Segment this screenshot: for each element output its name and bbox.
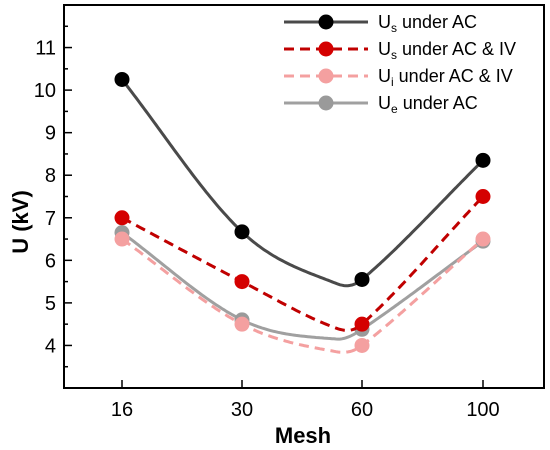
legend-marker [318, 68, 334, 84]
plot-frame [63, 4, 545, 389]
y-axis-title: U (kV) [8, 190, 33, 254]
legend: Us under AC Us under AC & IV Ui under AC &… [284, 12, 516, 116]
legend-marker [318, 14, 334, 30]
y-tick-label: 6 [45, 250, 56, 272]
series-3 [114, 231, 491, 354]
series-line [121, 237, 484, 354]
data-point [234, 316, 250, 332]
data-point [114, 210, 130, 226]
legend-item: Us under AC [284, 12, 477, 35]
series-1 [114, 71, 491, 288]
series-2 [114, 189, 491, 332]
y-tick-label: 4 [45, 335, 56, 357]
data-point [475, 189, 491, 204]
data-point [354, 337, 370, 353]
y-tick-label: 9 [45, 123, 56, 145]
legend-item: Ui under AC & IV [284, 66, 513, 89]
legend-item: Us under AC & IV [284, 39, 516, 62]
series-line [120, 78, 484, 288]
series-line [121, 231, 483, 341]
data-point [114, 231, 130, 247]
x-tick-label: 100 [466, 399, 499, 421]
legend-item: Ue under AC [284, 93, 478, 116]
legend-label: Us under AC & IV [378, 39, 516, 62]
data-point [234, 274, 250, 290]
x-axis-ticks: 16 30 60 100 [111, 380, 500, 421]
legend-marker [318, 41, 334, 57]
legend-label: Us under AC [378, 12, 477, 35]
x-tick-label: 16 [111, 399, 133, 421]
legend-label: Ue under AC [378, 93, 478, 116]
y-tick-label: 8 [45, 165, 56, 187]
legend-label: Ui under AC & IV [378, 66, 513, 89]
x-tick-label: 60 [351, 399, 373, 421]
series-line [121, 196, 484, 332]
y-tick-label: 7 [45, 208, 56, 230]
x-axis-title: Mesh [275, 423, 331, 448]
y-tick-label: 11 [35, 38, 56, 60]
y-tick-label: 10 [34, 80, 56, 102]
data-point [475, 152, 491, 168]
y-axis-ticks: 4 5 6 7 8 9 10 11 [34, 4, 72, 389]
x-tick-label: 30 [231, 399, 253, 421]
series-layer [114, 71, 491, 354]
data-point [354, 316, 370, 332]
data-point [114, 71, 130, 87]
legend-marker [318, 95, 334, 111]
data-point [475, 231, 491, 247]
y-tick-label: 5 [45, 293, 56, 315]
data-point [234, 224, 250, 240]
data-point [354, 271, 370, 287]
plot-border [63, 4, 545, 389]
